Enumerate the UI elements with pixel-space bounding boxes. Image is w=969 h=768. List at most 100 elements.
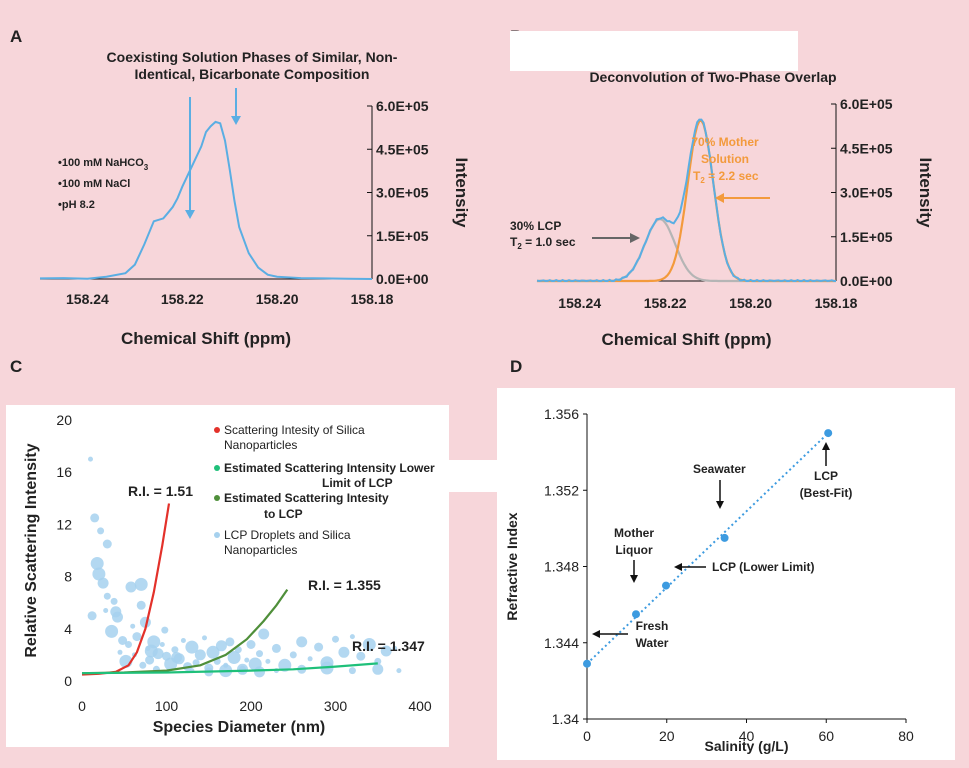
data-point [662,581,670,590]
scatter-point [332,635,339,643]
annot-fresh-2: Water [636,636,669,650]
scatter-point [206,645,220,659]
panel-d-background [497,388,955,760]
panel-a-label: A [10,27,22,46]
y-tick-label: 3.0E+05 [376,185,429,201]
scatter-point [225,637,235,647]
lcp-label-line1: 30% LCP [510,219,561,233]
scatter-point [144,644,158,658]
legend-swatch-darkgreen [214,495,220,501]
chart-d: 1.34 1.344 1.348 1.352 1.356 0 20 40 60 80 Salinit… [504,406,914,754]
scatter-point [103,608,109,613]
annot-fresh-1: Fresh [636,619,669,633]
y-tick-label: 12 [56,516,72,532]
scatter-point [256,650,263,658]
panel-b: B Deconvolution of Two-Phase Overlap 0.0… [510,27,935,349]
x-tick-label: 158.22 [644,295,687,311]
scatter-point [258,628,270,640]
mother-t2-prefix: T [693,169,701,183]
x-tick-label: 20 [659,728,675,744]
scatter-point [348,667,356,675]
scatter-point [88,456,93,462]
scatter-point [380,645,392,657]
legend-swatch-green [214,465,220,471]
x-tick-label: 158.24 [66,291,109,307]
legend-2-line2: Limit of LCP [322,476,393,490]
x-axis-title: Species Diameter (nm) [153,719,326,736]
x-tick-label: 158.18 [815,295,858,311]
seawater-arrow-head [716,501,724,509]
chart-a: 0.0E+00 1.5E+05 3.0E+05 4.5E+05 6.0E+05 158.2… [39,98,471,348]
redaction-box [510,31,798,71]
x-tick-label: 100 [155,698,179,714]
ri-1347-label: R.I. = 1.347 [352,638,425,654]
x-axis-title: Chemical Shift (ppm) [121,329,291,348]
scatter-point [90,513,100,523]
panel-a-title-line1: Coexisting Solution Phases of Similar, N… [107,49,398,65]
y-tick-label: 0.0E+00 [376,271,429,287]
x-tick-label: 400 [408,698,432,714]
scatter-point [171,646,179,654]
legend-2-background [222,460,498,492]
scatter-point [396,668,402,674]
scatter-point [215,640,227,652]
y-tick-label: 1.344 [544,635,579,651]
y-tick-label: 20 [56,412,72,428]
x-tick-label: 40 [739,728,755,744]
scatter-point [118,636,128,645]
legend-3-line1: Estimated Scattering Intesity [224,491,389,505]
mother-t2-sub: 2 [700,176,705,185]
fit-line-30-lcp-fit [537,218,836,283]
scatter-point [139,661,147,669]
x-tick-label: 0 [583,728,591,744]
legend-3-line2: to LCP [264,507,303,521]
y-tick-label: 0 [64,673,72,689]
lcp-best-arrow-head [822,442,830,450]
ri-151-label: R.I. = 1.51 [128,483,193,499]
legend-swatch-red [214,427,220,433]
y-tick-label: 4 [64,621,72,637]
legend-1-line2: Nanoparticles [224,438,297,452]
curve-estimated-scattering-intensity [81,662,378,675]
scatter-point [246,640,256,649]
scatter-point [90,557,104,570]
scatter-point [87,611,97,621]
panel-d-label: D [510,357,522,376]
lcp-arrow-head [630,233,640,243]
scatter-point [185,640,199,654]
scatter-point [271,643,281,653]
scatter-point [159,642,165,647]
condition-1-text: •100 mM NaHCO [58,157,144,169]
scatter-point [130,623,136,629]
legend-4-line2: Nanoparticles [224,543,297,557]
scatter-point [105,624,119,638]
y-tick-label: 1.34 [552,711,579,727]
scatter-point [307,656,313,662]
y-tick-label: 0.0E+00 [840,273,893,289]
scatter-point [110,606,122,618]
legend-swatch-blue [214,532,220,538]
panel-d: D 1.34 1.344 1.348 1.352 1.356 0 20 40 60 80 Salin… [497,357,955,760]
scatter-point [289,651,297,659]
x-tick-label: 80 [898,728,914,744]
y-axis-title: Relative Scattering Intensity [23,443,40,657]
panel-a-title-line2: Identical, Bicarbonate Composition [135,66,370,82]
annot-lcp-best-2: (Best-Fit) [800,486,853,500]
scatter-point [192,659,200,667]
y-tick-label: 1.5E+05 [840,229,893,245]
observed-spectrum-line [536,118,836,283]
lcp-t2-label: T2 = 1.0 sec [510,235,576,251]
scatter-point [362,638,376,651]
mother-t2-label: T2 = 2.2 sec [693,169,759,185]
scatter-point [372,663,384,675]
data-point [632,610,640,619]
panel-a-condition-1: •100 mM NaHCO3 [58,157,149,172]
x-axis-title: Salinity (g/L) [705,738,789,754]
annot-seawater: Seawater [693,462,746,476]
scatter-point [392,645,398,651]
scatter-point [145,655,155,665]
x-tick-label: 158.22 [161,291,204,307]
x-tick-label: 200 [239,698,263,714]
